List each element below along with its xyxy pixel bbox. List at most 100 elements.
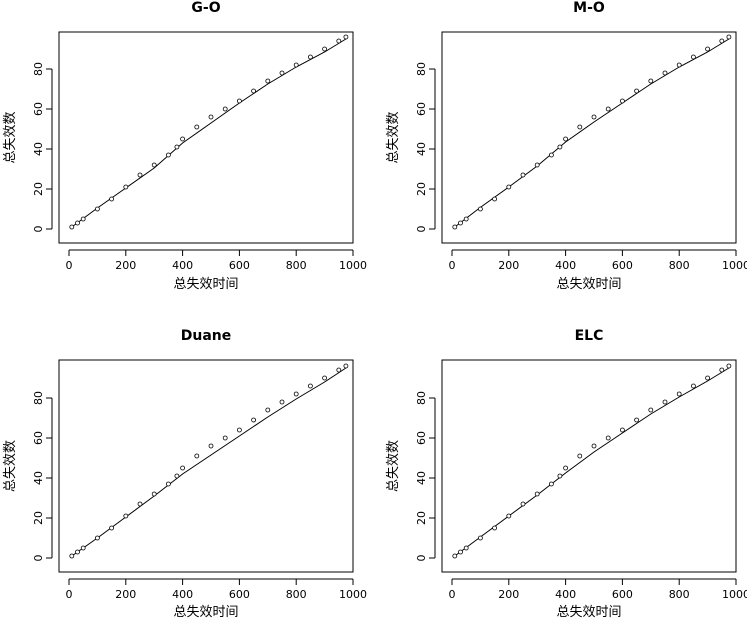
data-point: [174, 144, 180, 150]
plot-frame: [441, 31, 737, 244]
x-tick-label: 600: [229, 259, 250, 272]
data-point: [605, 435, 611, 441]
y-tick-label: 60: [32, 102, 45, 116]
fitted-curve: [71, 38, 347, 228]
data-point: [662, 70, 668, 76]
data-point: [458, 549, 463, 555]
data-point: [634, 417, 639, 423]
fitted-curve: [454, 38, 730, 228]
x-tick-label: 400: [555, 588, 576, 601]
y-tick-label: 40: [32, 142, 45, 156]
observed-points: [452, 34, 732, 230]
data-point: [222, 435, 228, 441]
data-point: [563, 465, 568, 471]
y-tick-label: 60: [415, 102, 428, 116]
y-tick-label: 20: [32, 511, 45, 525]
y-tick-label: 60: [32, 431, 45, 445]
fitted-curve: [454, 367, 730, 557]
y-tick-label: 40: [415, 471, 428, 485]
x-tick-label: 800: [286, 259, 307, 272]
data-point: [236, 98, 242, 104]
data-point: [726, 363, 732, 369]
y-tick-label: 60: [415, 431, 428, 445]
data-point: [69, 553, 75, 559]
y-axis-label: 总失效数: [386, 111, 401, 163]
data-point: [75, 220, 80, 226]
data-point: [620, 98, 625, 104]
x-tick-label: 400: [172, 259, 193, 272]
y-tick-label: 80: [415, 62, 428, 76]
x-tick-label: 800: [669, 588, 690, 601]
data-point: [477, 206, 483, 212]
data-point: [293, 62, 299, 68]
data-point: [80, 216, 86, 222]
x-tick-label: 0: [449, 588, 456, 601]
x-axis-label: 总失效时间: [173, 605, 238, 620]
x-tick-label: 200: [115, 588, 136, 601]
data-point: [463, 216, 469, 222]
x-tick-label: 1000: [339, 588, 367, 601]
data-point: [705, 375, 710, 381]
chart-panel-elc: ELC 0 200 400 600 800 1000 总失效时间 0 20 40 60 80 总失效数: [386, 328, 747, 620]
x-tick-label: 400: [172, 588, 193, 601]
data-point: [80, 545, 86, 551]
data-point: [251, 417, 257, 423]
data-point: [194, 453, 200, 459]
data-point: [343, 34, 349, 40]
y-tick-label: 20: [415, 182, 428, 196]
y-tick-label: 40: [415, 142, 428, 156]
data-point: [194, 124, 200, 130]
data-point: [691, 383, 696, 389]
data-point: [705, 46, 710, 52]
x-tick-label: 800: [286, 588, 307, 601]
data-point: [137, 172, 143, 178]
x-tick-label: 600: [612, 259, 633, 272]
data-point: [336, 38, 342, 44]
data-point: [557, 473, 563, 479]
data-point: [719, 367, 725, 373]
observed-points: [452, 363, 732, 559]
data-point: [109, 525, 114, 531]
data-point: [648, 78, 654, 84]
data-point: [591, 443, 597, 449]
data-point: [307, 383, 313, 389]
y-tick-label: 40: [32, 471, 45, 485]
data-point: [577, 124, 583, 130]
data-point: [591, 114, 597, 120]
plot-frame: [58, 31, 354, 244]
data-point: [662, 399, 668, 405]
data-point: [458, 220, 463, 226]
x-tick-label: 1000: [722, 259, 747, 272]
x-axis-label: 总失效时间: [556, 605, 621, 620]
observed-points: [69, 34, 349, 230]
data-point: [534, 491, 540, 497]
x-tick-label: 600: [612, 588, 633, 601]
data-point: [174, 473, 180, 479]
data-point: [279, 399, 285, 405]
y-tick-label: 20: [32, 182, 45, 196]
y-tick-label: 0: [32, 555, 45, 562]
data-point: [265, 78, 271, 84]
chart-panel-g-o: G-O 0 200 400 600 800 1000 总失效时间 0 20 40 60 80 总失效数: [3, 0, 367, 292]
data-point: [109, 196, 114, 202]
y-axis-label: 总失效数: [386, 440, 401, 492]
fitted-curve: [71, 367, 347, 557]
data-point: [506, 184, 512, 190]
data-point: [676, 62, 682, 68]
data-point: [343, 363, 349, 369]
data-point: [452, 553, 458, 559]
x-tick-label: 1000: [339, 259, 367, 272]
data-point: [69, 224, 75, 230]
data-point: [123, 184, 129, 190]
data-point: [520, 501, 526, 507]
data-point: [151, 491, 157, 497]
data-point: [506, 513, 512, 519]
data-point: [75, 549, 80, 555]
data-point: [492, 525, 498, 531]
x-tick-label: 200: [498, 259, 519, 272]
data-point: [165, 481, 171, 487]
x-axis-label: 总失效时间: [173, 277, 238, 292]
data-point: [208, 114, 214, 120]
x-tick-label: 200: [498, 588, 519, 601]
